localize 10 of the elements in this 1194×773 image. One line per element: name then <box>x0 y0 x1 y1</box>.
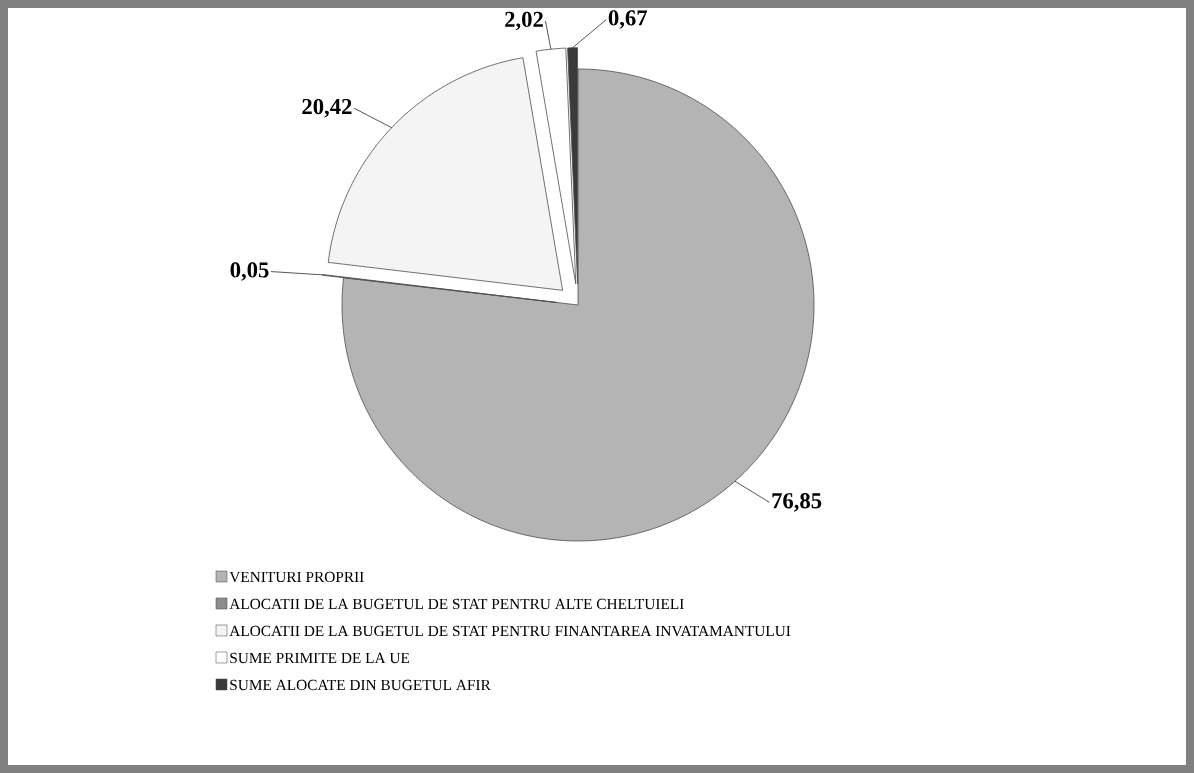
legend-label: SUME PRIMITE DE LA UE <box>230 652 410 664</box>
legend-label: ALOCATII DE LA BUGETUL DE STAT PENTRU FINANTAREA INVATAMANTULUI <box>229 625 791 637</box>
data-label: 20,42 <box>302 98 352 118</box>
data-label: 0,05 <box>230 262 269 281</box>
legend-label: SUME ALOCATE DIN BUGETUL AFIR <box>230 679 491 691</box>
data-label: 0,67 <box>608 10 648 29</box>
data-label: 76,85 <box>772 493 822 512</box>
legend-label: ALOCATII DE LA BUGETUL DE STAT PENTRU ALTE CHELTUIELI <box>229 598 684 610</box>
data-label: 2,02 <box>505 11 543 31</box>
legend-label: VENITURI PROPRII <box>229 571 364 583</box>
